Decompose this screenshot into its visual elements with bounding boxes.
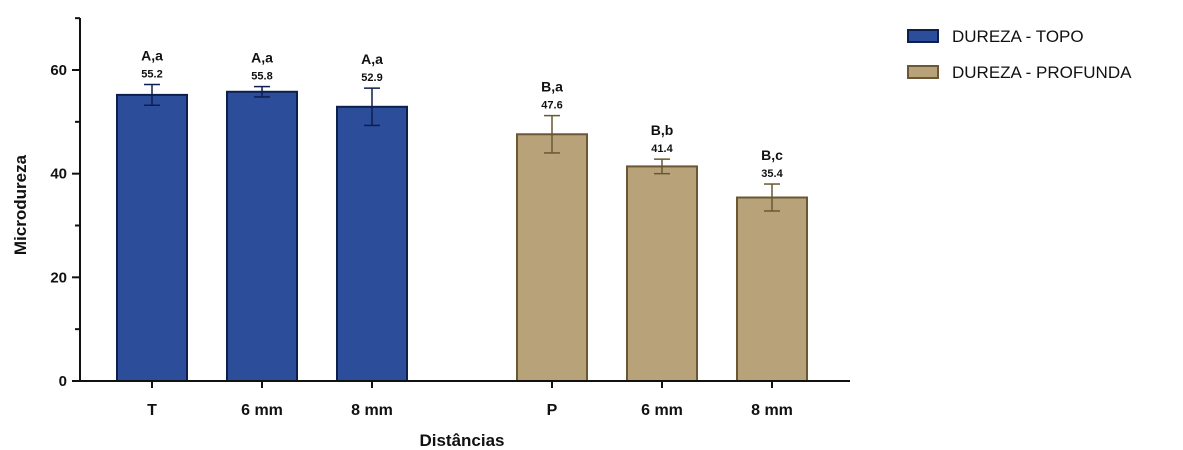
value-label-1-3: 52.9 — [361, 72, 382, 84]
group-label-1-1: A,a — [141, 48, 163, 64]
bar-1-3 — [336, 105, 408, 382]
legend-label-1: DUREZA - TOPO — [952, 27, 1084, 46]
y-tick-label-0: 0 — [59, 373, 67, 390]
bar-2-3 — [736, 196, 808, 382]
group-label-1-2: A,a — [251, 50, 273, 66]
y-tick-label-40: 40 — [50, 166, 67, 183]
y-tick-label-20: 20 — [50, 269, 67, 286]
x-tick-label-2-1: P — [547, 402, 558, 419]
group-label-2-2: B,b — [651, 122, 674, 138]
x-tick-label-2-2: 6 mm — [641, 402, 683, 419]
value-label-2-3: 35.4 — [761, 168, 783, 180]
bar-2-2 — [626, 165, 698, 382]
bar-2-1 — [516, 133, 588, 382]
error-bar-1-2 — [254, 85, 270, 98]
value-label-1-2: 55.8 — [251, 71, 272, 83]
error-bar-2-3 — [764, 183, 780, 212]
value-label-2-2: 41.4 — [651, 143, 673, 155]
group-label-2-3: B,c — [761, 147, 783, 163]
y-axis-title: Microdureza — [11, 154, 30, 255]
value-label-1-1: 55.2 — [141, 69, 162, 81]
legend: DUREZA - TOPO DUREZA - PROFUNDA — [907, 27, 1132, 82]
axes-layer: T 6 mm 8 mm P 6 mm 8 mm 0 20 40 60 — [50, 17, 850, 419]
legend-label-2: DUREZA - PROFUNDA — [952, 63, 1132, 82]
bar-1-2 — [226, 90, 298, 383]
bar-1-1 — [116, 93, 188, 382]
x-tick-label-1-2: 6 mm — [241, 402, 283, 419]
y-tick-label-60: 60 — [50, 62, 67, 79]
x-axis-title: Distâncias — [419, 431, 504, 450]
error-bar-2-1 — [544, 114, 560, 154]
group-label-2-1: B,a — [541, 79, 563, 95]
value-label-2-1: 47.6 — [541, 100, 562, 112]
group-label-1-3: A,a — [361, 51, 383, 67]
x-tick-label-1-3: 8 mm — [351, 402, 393, 419]
bars-layer: 55.2 A,a 55.8 A,a 52.9 A,a 47.6 B,a 41.4 B,b 35.4 B… — [116, 48, 808, 383]
error-bar-1-3 — [364, 87, 380, 127]
error-bar-2-2 — [654, 158, 670, 175]
legend-swatch-2 — [907, 65, 939, 79]
x-tick-label-1-1: T — [147, 402, 157, 419]
error-bar-1-1 — [144, 83, 160, 106]
legend-swatch-1 — [907, 29, 939, 43]
x-tick-label-2-3: 8 mm — [751, 402, 793, 419]
